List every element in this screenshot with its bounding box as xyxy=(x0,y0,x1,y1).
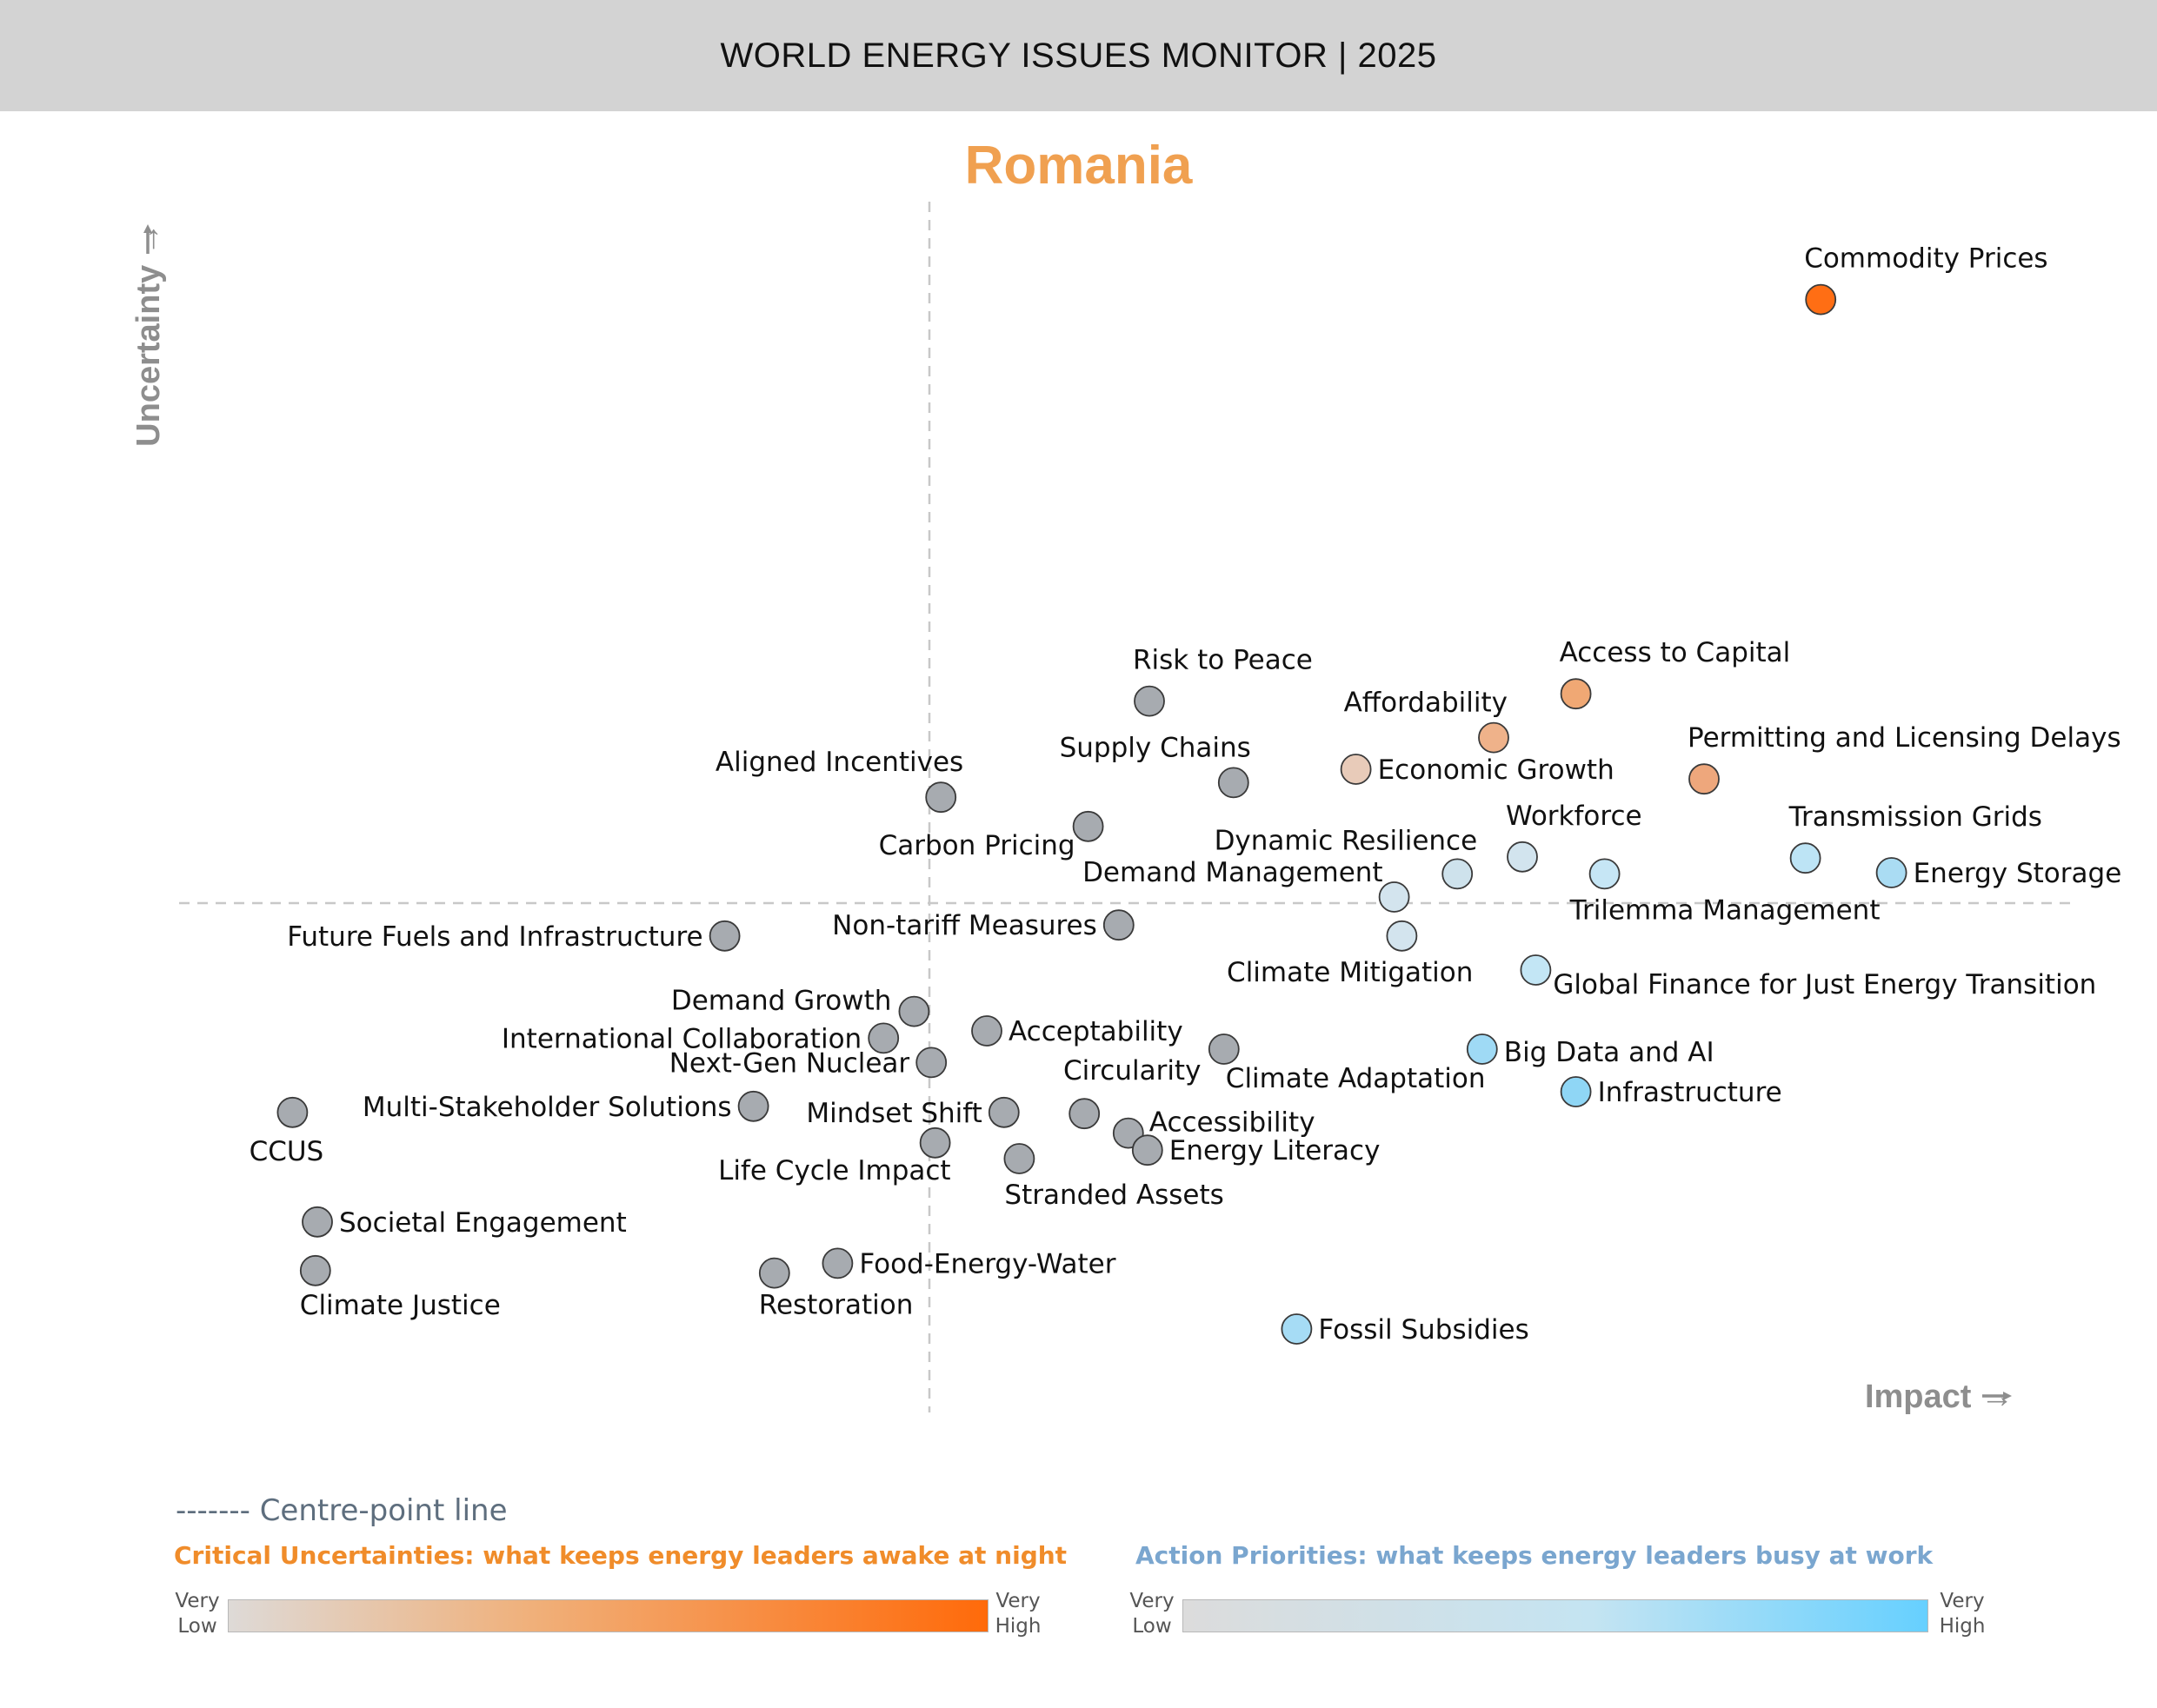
point-ccus[interactable] xyxy=(276,1096,309,1128)
point-climate-mitigation[interactable] xyxy=(1386,920,1418,952)
point-mindset-shift[interactable] xyxy=(988,1096,1020,1128)
point-future-fuels-and-infrastructure[interactable] xyxy=(709,920,741,952)
point-label-demand-management: Demand Management xyxy=(1082,857,1383,888)
point-societal-engagement[interactable] xyxy=(302,1206,333,1238)
point-trilemma-management[interactable] xyxy=(1588,858,1621,890)
point-label-climate-adaptation: Climate Adaptation xyxy=(1226,1063,1486,1094)
point-label-next-gen-nuclear: Next-Gen Nuclear xyxy=(669,1047,910,1079)
point-label-demand-growth: Demand Growth xyxy=(671,986,892,1017)
point-label-circularity: Circularity xyxy=(1063,1055,1201,1087)
action-priorities-legend-title: Action Priorities: what keeps energy lea… xyxy=(1135,1541,1934,1570)
point-climate-justice[interactable] xyxy=(299,1254,331,1286)
point-label-accessibility: Accessibility xyxy=(1149,1107,1315,1139)
point-affordability[interactable] xyxy=(1478,721,1509,754)
point-fossil-subsidies[interactable] xyxy=(1281,1313,1313,1345)
cu-scale-high-label: Very High xyxy=(995,1590,1042,1638)
point-energy-storage[interactable] xyxy=(1875,857,1907,888)
point-label-permitting-and-licensing-delays: Permitting and Licensing Delays xyxy=(1688,722,2121,754)
point-label-dynamic-resilience: Dynamic Resilience xyxy=(1215,825,1478,856)
point-label-energy-storage: Energy Storage xyxy=(1914,858,2122,889)
point-label-food-energy-water: Food-Energy-Water xyxy=(859,1248,1115,1279)
point-infrastructure[interactable] xyxy=(1560,1076,1592,1107)
point-acceptability[interactable] xyxy=(971,1015,1002,1047)
point-label-international-collaboration: International Collaboration xyxy=(502,1023,862,1054)
point-multi-stakeholder-solutions[interactable] xyxy=(737,1090,769,1122)
point-label-future-fuels-and-infrastructure: Future Fuels and Infrastructure xyxy=(287,921,702,953)
point-commodity-prices[interactable] xyxy=(1805,283,1837,316)
point-circularity[interactable] xyxy=(1069,1098,1101,1130)
point-label-energy-literacy: Energy Literacy xyxy=(1169,1135,1381,1166)
point-transmission-grids[interactable] xyxy=(1789,842,1821,874)
point-workforce[interactable] xyxy=(1507,841,1538,873)
point-demand-management[interactable] xyxy=(1378,881,1410,913)
point-label-acceptability: Acceptability xyxy=(1009,1016,1183,1047)
point-label-climate-mitigation: Climate Mitigation xyxy=(1227,957,1473,988)
point-energy-literacy[interactable] xyxy=(1131,1134,1163,1166)
point-label-non-tariff-measures: Non-tariff Measures xyxy=(832,910,1097,941)
point-restoration[interactable] xyxy=(758,1257,790,1289)
point-label-mindset-shift: Mindset Shift xyxy=(806,1098,982,1129)
point-label-restoration: Restoration xyxy=(759,1290,914,1321)
point-climate-adaptation[interactable] xyxy=(1208,1033,1240,1065)
ap-scale-low-label: Very Low xyxy=(1129,1590,1175,1638)
country-title: Romania xyxy=(964,136,1193,196)
point-label-climate-justice: Climate Justice xyxy=(300,1290,501,1321)
point-economic-growth[interactable] xyxy=(1340,754,1372,785)
point-risk-to-peace[interactable] xyxy=(1134,685,1165,717)
point-dynamic-resilience[interactable] xyxy=(1441,858,1474,890)
action-priorities-gradient-bar xyxy=(1182,1599,1928,1632)
point-label-stranded-assets: Stranded Assets xyxy=(1004,1180,1223,1211)
point-label-carbon-pricing: Carbon Pricing xyxy=(879,830,1075,861)
point-label-big-data-and-ai: Big Data and AI xyxy=(1504,1037,1714,1068)
point-label-aligned-incentives: Aligned Incentives xyxy=(716,747,963,778)
point-international-collaboration[interactable] xyxy=(868,1022,900,1054)
ap-scale-high-label: Very High xyxy=(1939,1590,1986,1638)
critical-uncertainties-legend-title: Critical Uncertainties: what keeps energ… xyxy=(174,1541,1068,1570)
point-label-transmission-grids: Transmission Grids xyxy=(1788,801,2042,833)
point-label-access-to-capital: Access to Capital xyxy=(1560,637,1791,668)
point-label-fossil-subsidies: Fossil Subsidies xyxy=(1318,1314,1528,1346)
point-label-risk-to-peace: Risk to Peace xyxy=(1133,645,1313,676)
y-axis-label: Uncertainty → xyxy=(130,223,167,447)
point-big-data-and-ai[interactable] xyxy=(1466,1033,1498,1065)
point-aligned-incentives[interactable] xyxy=(925,781,957,814)
point-life-cycle-impact[interactable] xyxy=(919,1126,951,1159)
point-global-finance-for-just-energy-transition[interactable] xyxy=(1520,954,1552,986)
cu-scale-low-label: Very Low xyxy=(175,1590,220,1638)
point-label-multi-stakeholder-solutions: Multi-Stakeholder Solutions xyxy=(363,1092,732,1123)
point-supply-chains[interactable] xyxy=(1217,767,1249,799)
point-permitting-and-licensing-delays[interactable] xyxy=(1688,763,1720,795)
centre-line-legend: ------- Centre-point line xyxy=(176,1493,508,1528)
header-bar: WORLD ENERGY ISSUES MONITOR | 2025 xyxy=(0,0,2157,111)
point-label-workforce: Workforce xyxy=(1506,801,1642,832)
report-title: WORLD ENERGY ISSUES MONITOR | 2025 xyxy=(720,36,1437,75)
point-carbon-pricing[interactable] xyxy=(1072,810,1104,842)
point-access-to-capital[interactable] xyxy=(1560,678,1592,710)
point-label-commodity-prices: Commodity Prices xyxy=(1804,243,2047,275)
issues-scatter-chart: Uncertainty → Impact → Commodity PricesA… xyxy=(130,202,2122,1415)
point-label-economic-growth: Economic Growth xyxy=(1378,754,1614,786)
point-label-supply-chains: Supply Chains xyxy=(1060,732,1251,763)
point-non-tariff-measures[interactable] xyxy=(1102,909,1135,941)
point-label-affordability: Affordability xyxy=(1344,688,1508,719)
points-layer: Commodity Prices Access to Capital Afforda… xyxy=(250,243,2122,1346)
point-label-trilemma-management: Trilemma Management xyxy=(1569,894,1881,926)
critical-uncertainties-gradient-bar xyxy=(228,1599,989,1632)
point-label-global-finance-for-just-energy-transition: Global Finance for Just Energy Transitio… xyxy=(1553,969,2096,1000)
point-demand-growth[interactable] xyxy=(898,995,930,1027)
point-next-gen-nuclear[interactable] xyxy=(915,1047,948,1079)
point-label-life-cycle-impact: Life Cycle Impact xyxy=(718,1155,951,1186)
point-label-ccus: CCUS xyxy=(250,1136,324,1167)
point-label-societal-engagement: Societal Engagement xyxy=(339,1207,627,1239)
point-food-energy-water[interactable] xyxy=(822,1247,854,1279)
point-label-infrastructure: Infrastructure xyxy=(1598,1077,1782,1108)
point-stranded-assets[interactable] xyxy=(1003,1143,1035,1174)
